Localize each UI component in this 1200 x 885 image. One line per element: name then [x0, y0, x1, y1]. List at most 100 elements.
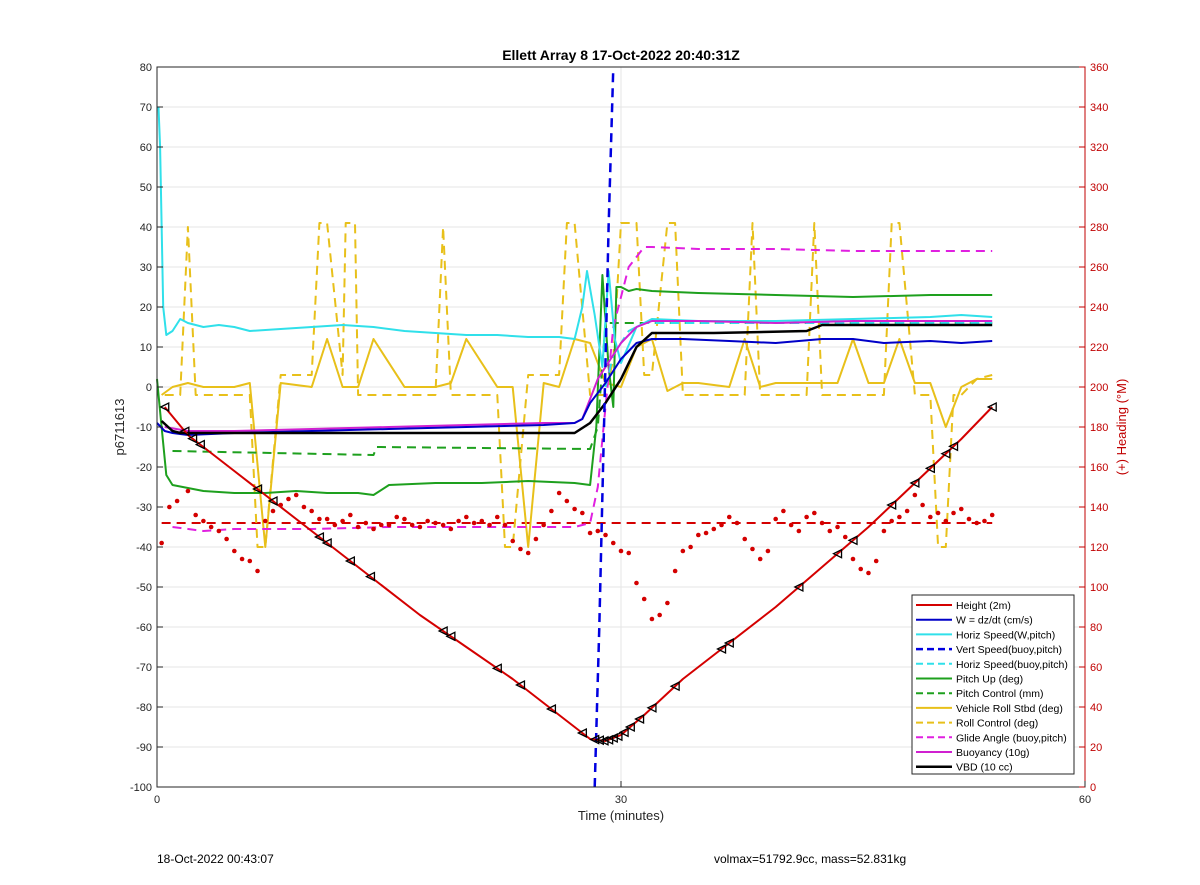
- heading-point: [193, 512, 198, 518]
- height-marker: [716, 643, 727, 655]
- heading-point: [672, 568, 678, 574]
- heading-point: [610, 540, 616, 546]
- height-marker: [445, 631, 456, 642]
- heading-point: [842, 534, 848, 540]
- heading-point: [324, 516, 330, 522]
- right-axis: 0 20 40 60 80 100 120 140 160 180 200 220 240 260 280 3…: [1079, 62, 1108, 794]
- heading-point: [812, 510, 817, 516]
- heading-point: [425, 518, 430, 524]
- y-tick-label: -100: [130, 782, 152, 794]
- heading-point: [464, 514, 469, 520]
- series-vehicle-roll-stbd-deg: [161, 338, 993, 548]
- heading-point: [866, 570, 871, 576]
- heading-point: [525, 550, 531, 556]
- y2-tick-label: 20: [1090, 742, 1102, 754]
- height-marker: [669, 681, 680, 692]
- heading-point: [974, 520, 980, 526]
- heading-point: [943, 518, 949, 524]
- series-layer: [156, 66, 997, 788]
- heading-point: [448, 526, 454, 532]
- heading-point: [363, 520, 369, 526]
- heading-point: [355, 524, 361, 530]
- heading-point: [471, 520, 477, 526]
- height-marker: [646, 702, 657, 713]
- heading-point: [580, 510, 585, 516]
- series-glide-angle-buoy-pitch: [172, 246, 993, 532]
- heading-point: [626, 550, 632, 556]
- heading-point: [232, 548, 237, 554]
- height-marker: [593, 735, 604, 746]
- heading-point: [873, 558, 879, 564]
- legend-label: Glide Angle (buoy,pitch): [956, 732, 1067, 744]
- y2-tick-label: 360: [1090, 62, 1108, 74]
- heading-point: [487, 522, 492, 528]
- heading-point: [641, 596, 647, 602]
- heading-point: [309, 508, 314, 514]
- height-marker: [515, 679, 526, 691]
- heading-point: [835, 524, 840, 530]
- heading-point: [920, 502, 925, 508]
- y2-tick-label: 300: [1090, 182, 1108, 194]
- legend: Height (2m) W = dz/dt (cm/s) Horiz Speed(W…: [911, 594, 1075, 775]
- y-tick-label: -20: [136, 462, 152, 474]
- y2-tick-label: 200: [1090, 382, 1108, 394]
- x-axis-label: Time (minutes): [578, 808, 664, 823]
- heading-point: [185, 488, 191, 494]
- heading-point: [332, 522, 338, 528]
- heading-point: [688, 544, 693, 550]
- series-horiz-speed-buoy-pitch: [604, 322, 993, 388]
- y2-tick-label: 280: [1090, 222, 1108, 234]
- height-marker: [948, 441, 959, 452]
- y-tick-label: -60: [136, 622, 152, 634]
- heading-point: [603, 532, 608, 538]
- y-tick-label: -80: [136, 702, 152, 714]
- heading-point: [935, 510, 941, 516]
- legend-label: W = dz/dt (cm/s): [956, 615, 1033, 627]
- heading-point: [881, 528, 887, 534]
- heading-point: [587, 530, 593, 536]
- height-marker: [624, 721, 635, 733]
- legend-label: Roll Control (deg): [956, 718, 1038, 730]
- height-marker: [344, 555, 355, 567]
- heading-point: [174, 498, 180, 504]
- heading-point: [989, 512, 995, 518]
- heading-point: [649, 616, 655, 622]
- heading-point: [819, 520, 825, 526]
- heading-point: [982, 518, 987, 524]
- y2-tick-label: 120: [1090, 542, 1108, 554]
- height-marker: [886, 499, 897, 511]
- heading-point: [549, 508, 554, 514]
- y-tick-label: 30: [140, 262, 152, 274]
- height-marker: [634, 713, 645, 725]
- height-marker: [437, 625, 448, 637]
- x-tick-label: 60: [1079, 794, 1091, 806]
- height-marker: [793, 581, 804, 593]
- heading-point: [510, 538, 516, 544]
- height-marker: [364, 571, 376, 582]
- height-marker: [832, 548, 843, 559]
- heading-point: [765, 548, 771, 554]
- heading-point: [958, 506, 964, 512]
- height-marker: [589, 734, 600, 745]
- legend-label: VBD (10 cc): [956, 762, 1013, 774]
- heading-point: [726, 514, 732, 520]
- height-marker: [194, 439, 205, 450]
- heading-point: [719, 522, 724, 528]
- heading-point: [904, 508, 910, 514]
- y-tick-label: -10: [136, 422, 152, 434]
- height-marker: [986, 401, 997, 413]
- y-tick-label: 80: [140, 62, 152, 74]
- y-tick-label: 60: [140, 142, 152, 154]
- x-tick-label: 30: [615, 794, 627, 806]
- heading-point: [371, 526, 376, 532]
- heading-point: [494, 514, 500, 520]
- y2-tick-label: 260: [1090, 262, 1108, 274]
- legend-label: Pitch Up (deg): [956, 674, 1023, 686]
- y2-tick-label: 220: [1090, 342, 1108, 354]
- legend-label: Height (2m): [956, 600, 1011, 612]
- height-marker: [940, 448, 951, 459]
- height-marker: [321, 537, 332, 549]
- y-tick-label: 50: [140, 182, 152, 194]
- heading-point: [378, 522, 384, 528]
- y-tick-label: -50: [136, 582, 152, 594]
